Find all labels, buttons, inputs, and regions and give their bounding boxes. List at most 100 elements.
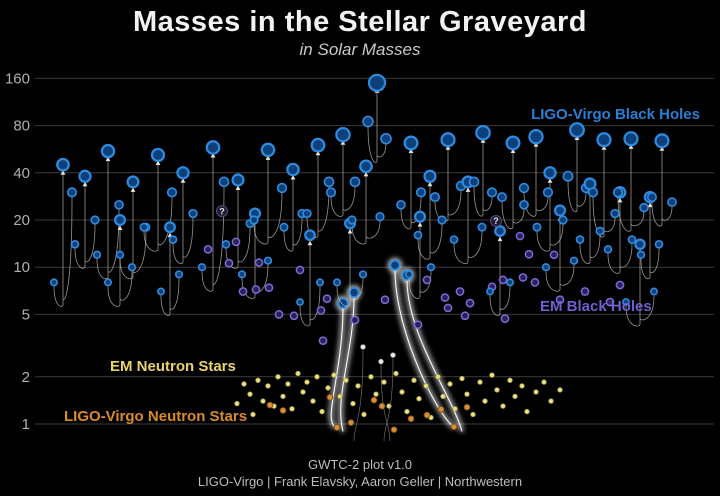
merger-trail [143, 163, 173, 252]
em-bh-point [580, 287, 590, 296]
em-ns-point [300, 389, 306, 395]
em-bh-point [615, 280, 625, 290]
merger-trail [625, 253, 655, 327]
em-bh-point [380, 295, 390, 305]
em-ns-point [289, 406, 295, 412]
bh-progenitor-point [168, 235, 178, 244]
bh-remnant-point [231, 173, 245, 187]
bh-remnant-point [440, 132, 456, 148]
em-ns-point [435, 374, 441, 380]
bh-remnant-point [654, 133, 670, 149]
merger-arrowhead [130, 187, 136, 192]
bh-progenitor-point [603, 245, 613, 254]
glow-trail [330, 307, 344, 428]
merger-arrowhead [465, 187, 471, 192]
em-ns-point [280, 393, 286, 400]
merger-trail [306, 154, 330, 238]
bh-remnant-point [494, 225, 506, 237]
em-ns-point [393, 370, 399, 377]
glow-trail [394, 269, 456, 428]
bh-progenitor-point [49, 278, 58, 287]
merger-trail [330, 143, 356, 217]
y-axis-tick-labels: 160 80 40 20 10 5 2 1 [5, 70, 30, 433]
bh-progenitor-point [542, 187, 554, 198]
bh-progenitor-point [157, 287, 165, 296]
bh-remnant-point [596, 132, 612, 148]
merger-arrowhead [628, 144, 634, 149]
bh-progenitor-point [477, 222, 487, 232]
bh-progenitor-point [166, 187, 178, 198]
y-tick-label: 1 [22, 416, 30, 433]
em-bh-point [530, 278, 540, 287]
em-ns-point [319, 408, 325, 415]
bh-progenitor-point [323, 176, 335, 188]
em-ns-point [533, 389, 539, 395]
bh-progenitor-point [587, 187, 599, 198]
em-ns-point [241, 381, 247, 387]
y-tick-label: 80 [13, 118, 30, 135]
bh-progenitor-point [197, 263, 207, 272]
bh-progenitor-point [66, 187, 78, 198]
bh-progenitor-point [237, 270, 247, 279]
em-ns-point [423, 383, 429, 389]
merger-arrowhead [510, 148, 516, 153]
merger-trail [417, 185, 443, 260]
em-ns-point [255, 377, 261, 383]
bh-progenitor-point [654, 239, 664, 249]
bh-progenitor-point [90, 215, 100, 225]
merger-trail [523, 145, 549, 217]
bh-remnant-point [553, 204, 567, 217]
em-ns-point [524, 408, 530, 415]
bh-progenitor-point [437, 215, 447, 225]
bh-remnant-point [176, 166, 190, 180]
em-bh-point [413, 320, 423, 330]
bh-remnant-point [205, 140, 221, 155]
bh-remnant-point [475, 124, 491, 141]
merger-arrowhead [497, 236, 503, 242]
bh-progenitor-point [610, 208, 620, 219]
merger-trail [225, 188, 251, 269]
em-ns-point [361, 411, 367, 418]
merger-arrowhead [445, 145, 451, 150]
bh-remnant-point [413, 210, 427, 223]
bh-progenitor-point [415, 187, 427, 198]
em-ns-point [295, 370, 301, 377]
bh-progenitor-point [667, 197, 677, 208]
em-ns-point [275, 374, 281, 380]
footer-credits: LIGO-Virgo | Frank Elavsky, Aaron Geller… [197, 474, 523, 489]
em-ns-point [548, 398, 554, 404]
merger-arrowhead [347, 228, 353, 234]
white-remnant-trail [380, 364, 391, 441]
merger-arrowhead [427, 181, 433, 187]
ligo-ns-point [326, 393, 334, 401]
em-bh-point [524, 249, 534, 259]
em-ns-point [447, 381, 453, 387]
em-bh-point [440, 293, 450, 302]
em-bh-point [443, 303, 453, 313]
merger-trail [283, 178, 303, 252]
bh-remnant-point [126, 175, 140, 189]
bh-progenitor-point [429, 192, 440, 203]
ligo-ns-point [333, 424, 341, 431]
legend-ligo-virgo-neutron-stars: LIGO-Virgo Neutron Stars [64, 408, 248, 425]
em-ns-point [557, 387, 563, 393]
em-bh-point [498, 275, 508, 285]
bh-remnant-point [505, 135, 521, 151]
white-remnant-trail [353, 349, 364, 441]
em-ns-point [381, 379, 387, 385]
merger-trail [119, 190, 147, 280]
bh-progenitor-point [496, 192, 507, 203]
merger-arrowhead [235, 185, 241, 190]
merger-trail [408, 225, 432, 299]
highlighted-remnant-point [389, 259, 401, 271]
bh-progenitor-point [70, 239, 80, 249]
em-ns-point [265, 383, 271, 389]
ligo-ns-point [370, 396, 378, 404]
legend-em-neutron-stars: EM Neutron Stars [110, 358, 236, 375]
merger-trail [367, 91, 387, 163]
bh-progenitor-point [114, 199, 124, 210]
bh-progenitor-point [468, 176, 480, 188]
em-bh-point [549, 250, 559, 260]
bh-progenitor-point [263, 256, 273, 265]
